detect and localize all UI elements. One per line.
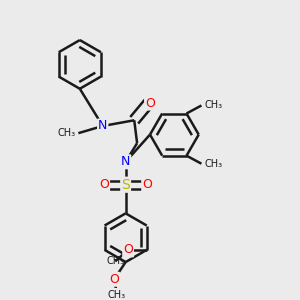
Text: CH₃: CH₃ xyxy=(106,256,124,266)
Text: O: O xyxy=(142,178,152,191)
Text: CH₃: CH₃ xyxy=(204,159,222,169)
Text: S: S xyxy=(121,178,130,192)
Text: N: N xyxy=(121,155,130,168)
Text: O: O xyxy=(99,178,109,191)
Text: O: O xyxy=(109,273,119,286)
Text: O: O xyxy=(145,97,155,110)
Text: CH₃: CH₃ xyxy=(204,100,222,110)
Text: N: N xyxy=(98,119,107,133)
Text: CH₃: CH₃ xyxy=(57,128,76,138)
Text: O: O xyxy=(123,243,133,256)
Text: CH₃: CH₃ xyxy=(108,290,126,300)
